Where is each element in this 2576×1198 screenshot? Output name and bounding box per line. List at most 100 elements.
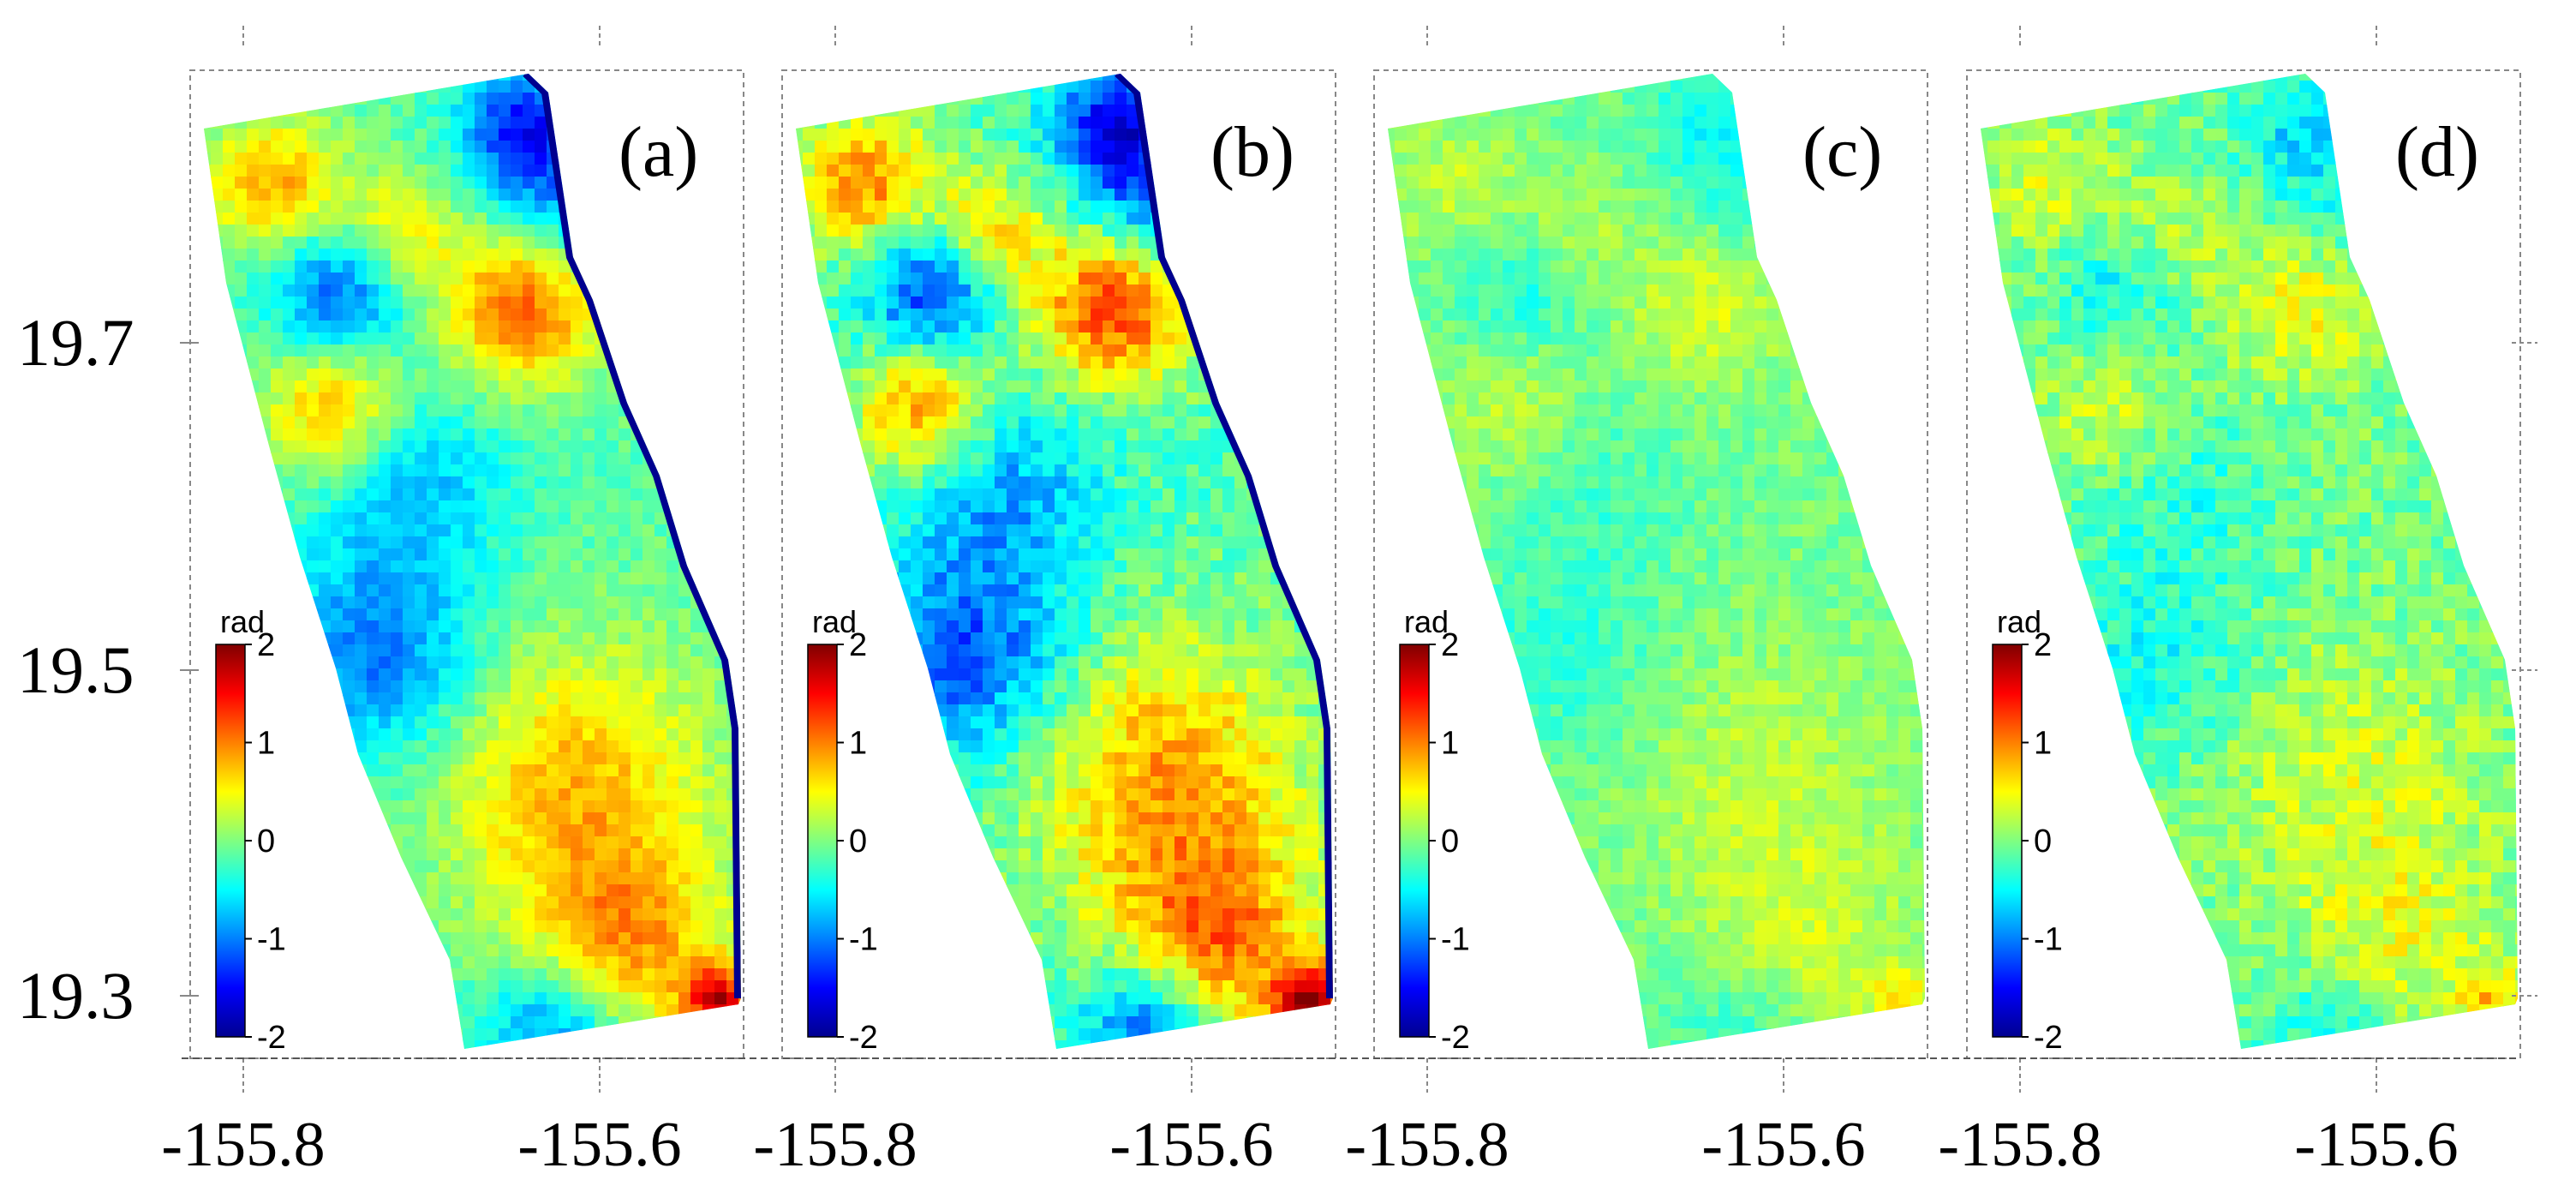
map-cell — [643, 512, 655, 525]
map-cell — [463, 584, 475, 597]
map-cell — [654, 261, 667, 273]
map-cell — [463, 980, 475, 993]
map-cell — [547, 608, 559, 621]
map-cell — [487, 800, 499, 813]
map-cell — [367, 440, 380, 453]
map-cell — [523, 584, 535, 597]
map-cell — [343, 572, 356, 585]
map-cell — [331, 1016, 344, 1029]
map-cell — [875, 201, 888, 213]
map-cell — [403, 165, 415, 177]
map-cell — [235, 344, 248, 357]
map-cell — [875, 129, 888, 141]
map-cell — [1067, 320, 1079, 333]
map-cell — [235, 201, 248, 213]
map-cell — [1007, 308, 1019, 321]
map-cell — [595, 596, 607, 609]
map-cell — [654, 1040, 667, 1049]
map-cell — [343, 536, 356, 549]
map-cell — [678, 261, 691, 273]
map-cell — [631, 800, 643, 813]
map-cell — [1079, 297, 1091, 309]
map-cell — [331, 141, 344, 153]
map-cell — [1186, 153, 1199, 165]
map-cell — [559, 1028, 571, 1041]
map-cell — [702, 165, 715, 177]
map-cell — [1103, 320, 1115, 333]
map-cell — [283, 524, 296, 537]
map-cell — [1031, 225, 1043, 237]
map-cell — [1007, 356, 1019, 369]
map-cell — [714, 824, 727, 837]
map-cell — [499, 273, 511, 285]
map-cell — [307, 872, 320, 885]
map-cell — [283, 81, 296, 93]
map-cell — [367, 392, 380, 405]
map-cell — [1306, 201, 1319, 213]
map-cell — [714, 812, 727, 825]
map-cell — [666, 213, 679, 225]
map-cell — [714, 680, 727, 693]
map-cell — [595, 884, 607, 897]
map-cell — [714, 932, 727, 945]
map-cell — [391, 81, 403, 93]
map-cell — [1127, 308, 1139, 321]
map-cell — [947, 297, 959, 309]
map-cell — [559, 129, 571, 141]
map-cell — [654, 225, 667, 237]
map-cell — [475, 320, 487, 333]
map-cell — [427, 824, 439, 837]
map-cell — [271, 860, 284, 873]
map-cell — [1270, 344, 1283, 357]
map-cell — [307, 812, 320, 825]
map-cell — [511, 716, 523, 729]
map-cell — [283, 189, 296, 201]
map-cell — [271, 896, 284, 909]
map-cell — [959, 308, 971, 321]
map-cell — [571, 105, 583, 117]
map-cell — [887, 308, 900, 321]
map-cell — [619, 860, 631, 873]
map-cell — [499, 560, 511, 573]
map-cell — [1007, 297, 1019, 309]
map-cell — [583, 380, 595, 393]
map-cell — [343, 189, 356, 201]
map-cell — [607, 213, 619, 225]
map-cell — [559, 776, 571, 789]
map-cell — [475, 1004, 487, 1017]
map-cell — [959, 237, 971, 249]
map-cell — [463, 249, 475, 261]
map-cell — [415, 692, 427, 705]
swath-edge — [523, 74, 741, 999]
map-cell — [851, 117, 864, 129]
map-cell — [511, 836, 523, 849]
map-cell — [595, 273, 607, 285]
map-cell — [726, 1028, 739, 1041]
map-cell — [738, 800, 741, 813]
map-cell — [571, 356, 583, 369]
map-cell — [331, 512, 344, 525]
map-cell — [971, 141, 983, 153]
map-cell — [1019, 237, 1031, 249]
map-cell — [559, 704, 571, 717]
map-cell — [911, 153, 923, 165]
map-cell — [571, 836, 583, 849]
map-cell — [511, 81, 523, 93]
map-cell — [899, 117, 911, 129]
map-cell — [690, 560, 703, 573]
map-cell — [714, 320, 727, 333]
map-cell — [295, 320, 308, 333]
map-cell — [204, 237, 212, 249]
map-cell — [487, 776, 499, 789]
map-cell — [487, 273, 499, 285]
map-cell — [475, 308, 487, 321]
map-cell — [295, 1004, 308, 1017]
map-cell — [499, 608, 511, 621]
map-cell — [343, 416, 356, 429]
map-cell — [827, 356, 840, 369]
map-cell — [1043, 308, 1055, 321]
map-cell — [415, 632, 427, 645]
map-cell — [523, 153, 535, 165]
map-cell — [271, 273, 284, 285]
map-cell — [690, 201, 703, 213]
